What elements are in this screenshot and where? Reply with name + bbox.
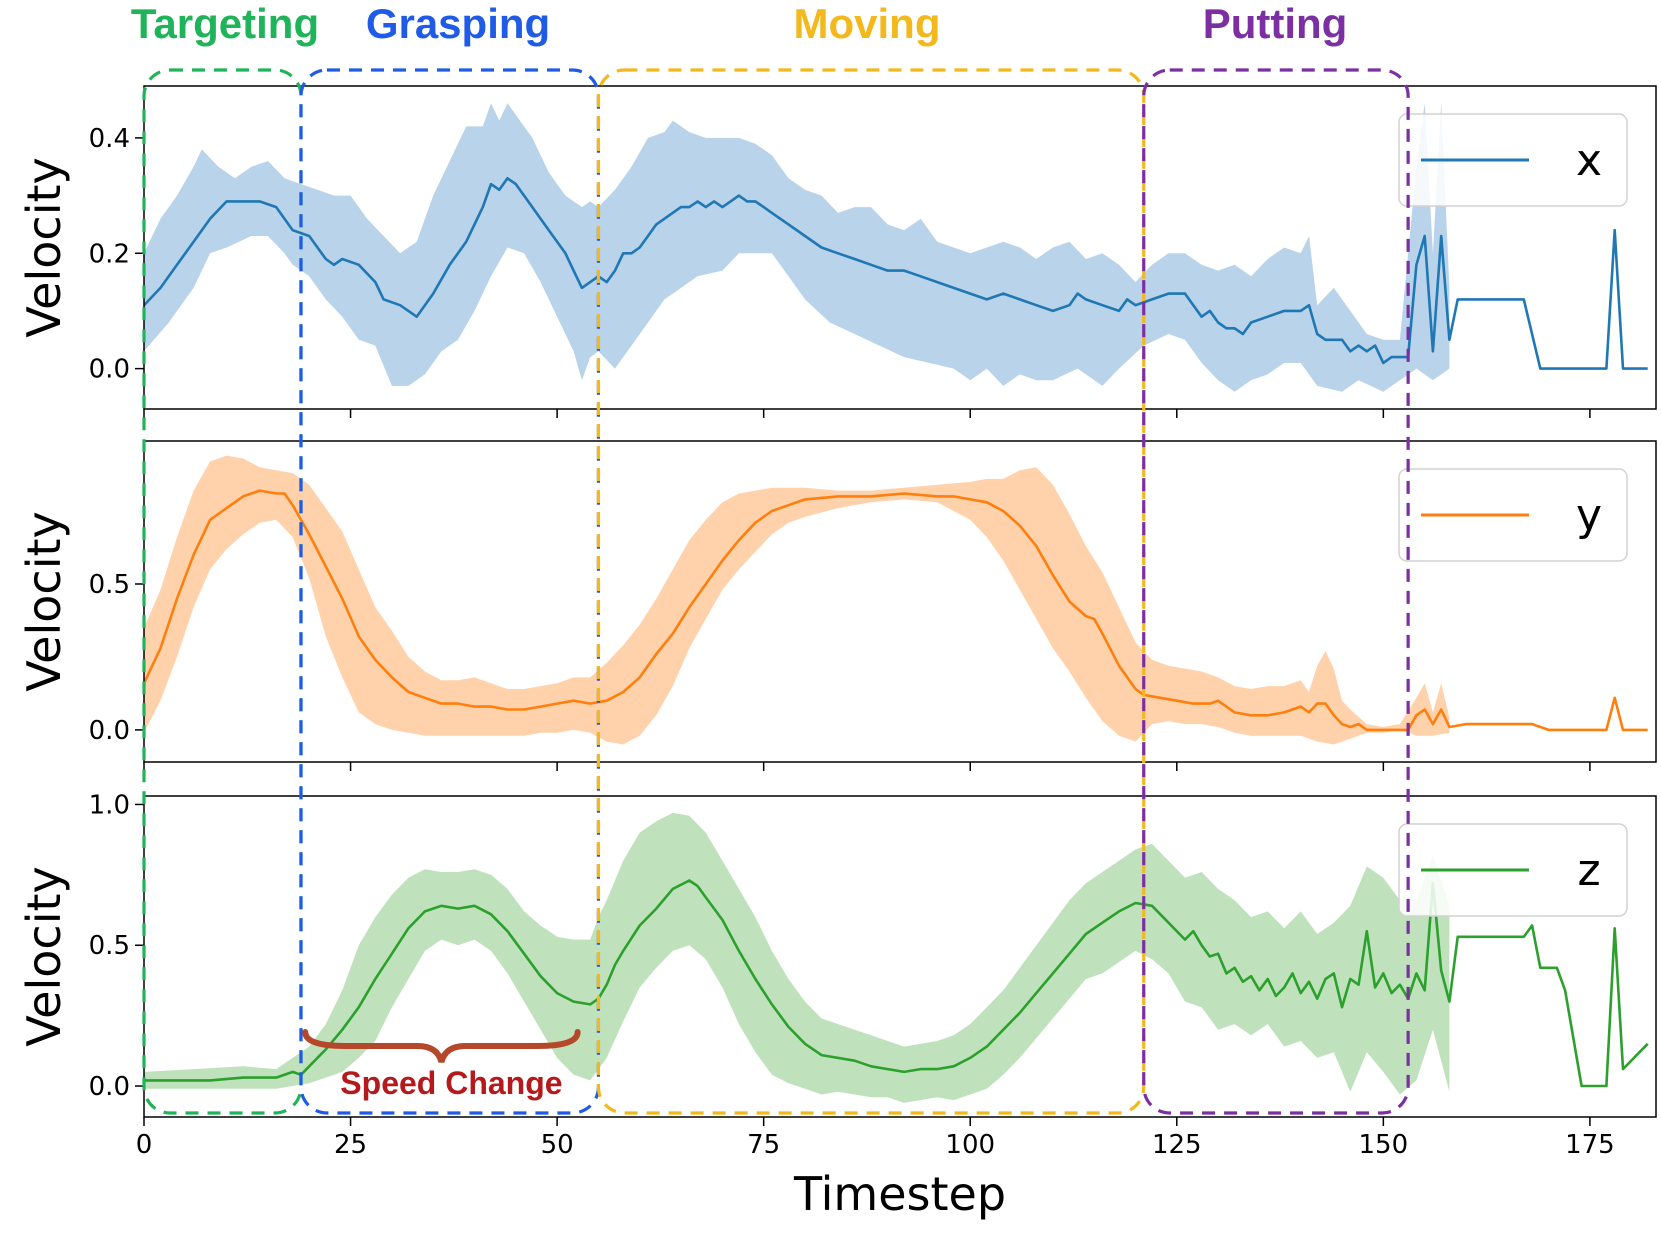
y-tick-label: 0.5 bbox=[89, 931, 130, 961]
y-axis-title: Velocity bbox=[17, 511, 71, 691]
y-tick-label: 0.0 bbox=[89, 1072, 130, 1102]
speed-change-brace bbox=[302, 1029, 581, 1063]
phase-box-putting bbox=[1142, 68, 1410, 1115]
speed-change-label: Speed Change bbox=[340, 1065, 562, 1101]
phase-label-targeting: Targeting bbox=[131, 0, 319, 47]
x-tick-label: 175 bbox=[1565, 1130, 1615, 1160]
phase-box-moving bbox=[596, 68, 1146, 1115]
y-tick-label: 0.2 bbox=[89, 239, 130, 269]
band-x bbox=[144, 103, 1450, 392]
x-tick-label: 150 bbox=[1359, 1130, 1409, 1160]
x-axis-title: Timestep bbox=[793, 1167, 1006, 1221]
band-z bbox=[144, 812, 1450, 1103]
phase-label-putting: Putting bbox=[1203, 0, 1348, 47]
mean-line-x bbox=[144, 177, 1648, 370]
phase-label-grasping: Grasping bbox=[366, 0, 550, 47]
y-tick-label: 0.4 bbox=[89, 124, 130, 154]
mean-line-z bbox=[144, 879, 1649, 1088]
phase-box-grasping bbox=[299, 68, 601, 1115]
legend-label-x: x bbox=[1576, 135, 1602, 186]
y-axis-title: Velocity bbox=[17, 866, 71, 1046]
legend-label-y: y bbox=[1576, 490, 1602, 541]
x-tick-label: 25 bbox=[334, 1130, 367, 1160]
y-axis-title: Velocity bbox=[17, 157, 71, 337]
x-tick-label: 50 bbox=[541, 1130, 574, 1160]
band-y bbox=[144, 455, 1450, 745]
y-tick-label: 1.0 bbox=[89, 790, 130, 820]
x-tick-label: 75 bbox=[747, 1130, 780, 1160]
mean-line-y bbox=[144, 489, 1648, 732]
x-tick-label: 100 bbox=[945, 1130, 995, 1160]
legend-label-z: z bbox=[1577, 845, 1600, 896]
x-tick-label: 125 bbox=[1152, 1130, 1202, 1160]
x-tick-label: 0 bbox=[136, 1130, 153, 1160]
y-tick-label: 0.0 bbox=[89, 716, 130, 746]
y-tick-label: 0.0 bbox=[89, 355, 130, 385]
y-tick-label: 0.5 bbox=[89, 570, 130, 600]
phase-label-moving: Moving bbox=[794, 0, 941, 47]
